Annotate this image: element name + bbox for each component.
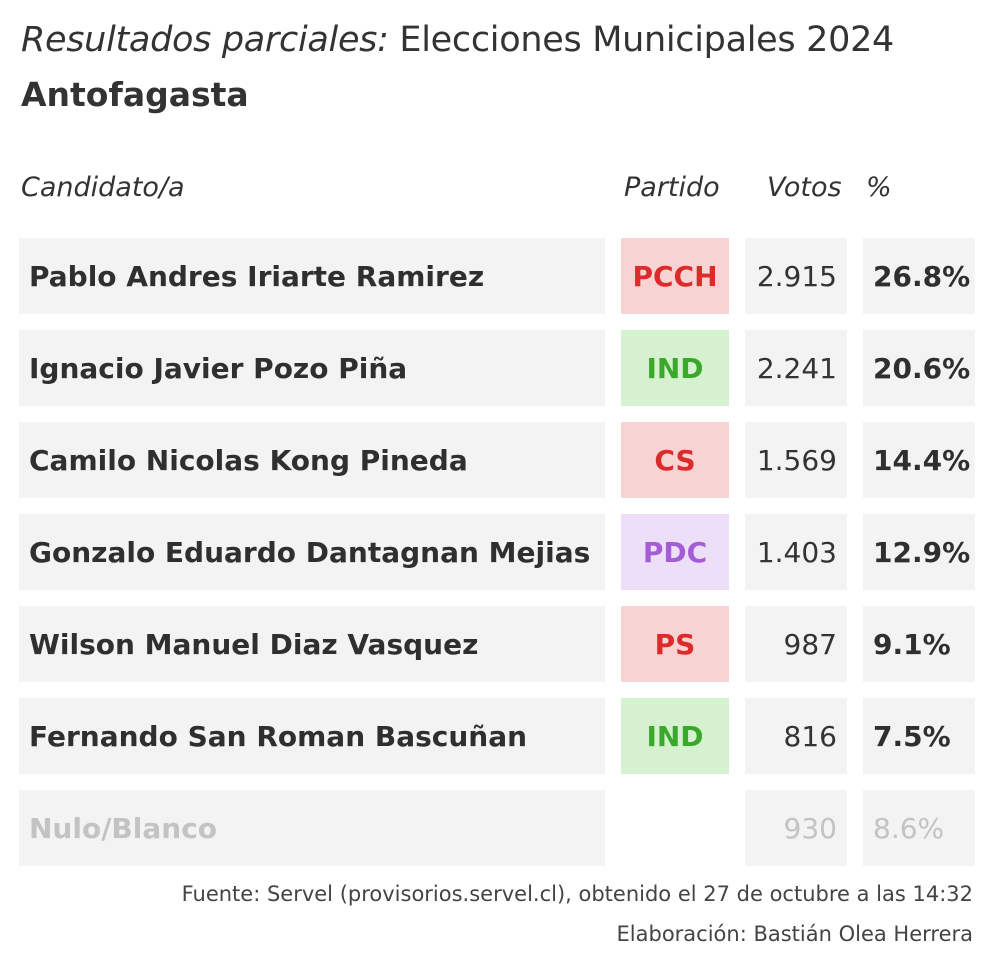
- percent-cell: 26.8%: [863, 238, 975, 314]
- credit-note: Elaboración: Bastián Olea Herrera: [616, 922, 973, 946]
- table-row-null-blank: Nulo/Blanco 930 8.6%: [19, 790, 979, 866]
- source-note: Fuente: Servel (provisorios.servel.cl), …: [181, 882, 973, 906]
- candidate-name: Gonzalo Eduardo Dantagnan Mejias: [19, 514, 605, 590]
- percent-cell: 20.6%: [863, 330, 975, 406]
- votes-cell: 816: [745, 698, 847, 774]
- party-badge: IND: [621, 698, 729, 774]
- title-rest: Elecciones Municipales 2024: [388, 20, 895, 60]
- candidate-name: Camilo Nicolas Kong Pineda: [19, 422, 605, 498]
- votes-cell: 2.241: [745, 330, 847, 406]
- candidate-name: Wilson Manuel Diaz Vasquez: [19, 606, 605, 682]
- column-header-percent: %: [866, 172, 892, 203]
- percent-cell: 8.6%: [863, 790, 975, 866]
- party-badge: PDC: [621, 514, 729, 590]
- table-row: Camilo Nicolas Kong Pineda CS 1.569 14.4…: [19, 422, 979, 498]
- party-badge: PCCH: [621, 238, 729, 314]
- party-badge: PS: [621, 606, 729, 682]
- percent-cell: 14.4%: [863, 422, 975, 498]
- votes-cell: 987: [745, 606, 847, 682]
- page-subtitle: Antofagasta: [21, 75, 249, 114]
- candidate-name: Ignacio Javier Pozo Piña: [19, 330, 605, 406]
- table-row: Gonzalo Eduardo Dantagnan Mejias PDC 1.4…: [19, 514, 979, 590]
- party-badge-empty: [621, 790, 729, 866]
- table-row: Fernando San Roman Bascuñan IND 816 7.5%: [19, 698, 979, 774]
- column-header-votes: Votos: [767, 172, 842, 203]
- percent-cell: 7.5%: [863, 698, 975, 774]
- table-row: Wilson Manuel Diaz Vasquez PS 987 9.1%: [19, 606, 979, 682]
- page-title: Resultados parciales: Elecciones Municip…: [21, 18, 894, 62]
- title-italic: Resultados parciales:: [21, 20, 389, 60]
- results-table: Pablo Andres Iriarte Ramirez PCCH 2.915 …: [19, 238, 979, 882]
- percent-cell: 9.1%: [863, 606, 975, 682]
- candidate-name: Nulo/Blanco: [19, 790, 605, 866]
- candidate-name: Fernando San Roman Bascuñan: [19, 698, 605, 774]
- party-badge: IND: [621, 330, 729, 406]
- candidate-name: Pablo Andres Iriarte Ramirez: [19, 238, 605, 314]
- table-row: Pablo Andres Iriarte Ramirez PCCH 2.915 …: [19, 238, 979, 314]
- votes-cell: 2.915: [745, 238, 847, 314]
- votes-cell: 1.569: [745, 422, 847, 498]
- table-row: Ignacio Javier Pozo Piña IND 2.241 20.6%: [19, 330, 979, 406]
- column-header-candidate: Candidato/a: [21, 172, 185, 203]
- votes-cell: 1.403: [745, 514, 847, 590]
- party-badge: CS: [621, 422, 729, 498]
- column-header-party: Partido: [624, 172, 720, 203]
- percent-cell: 12.9%: [863, 514, 975, 590]
- votes-cell: 930: [745, 790, 847, 866]
